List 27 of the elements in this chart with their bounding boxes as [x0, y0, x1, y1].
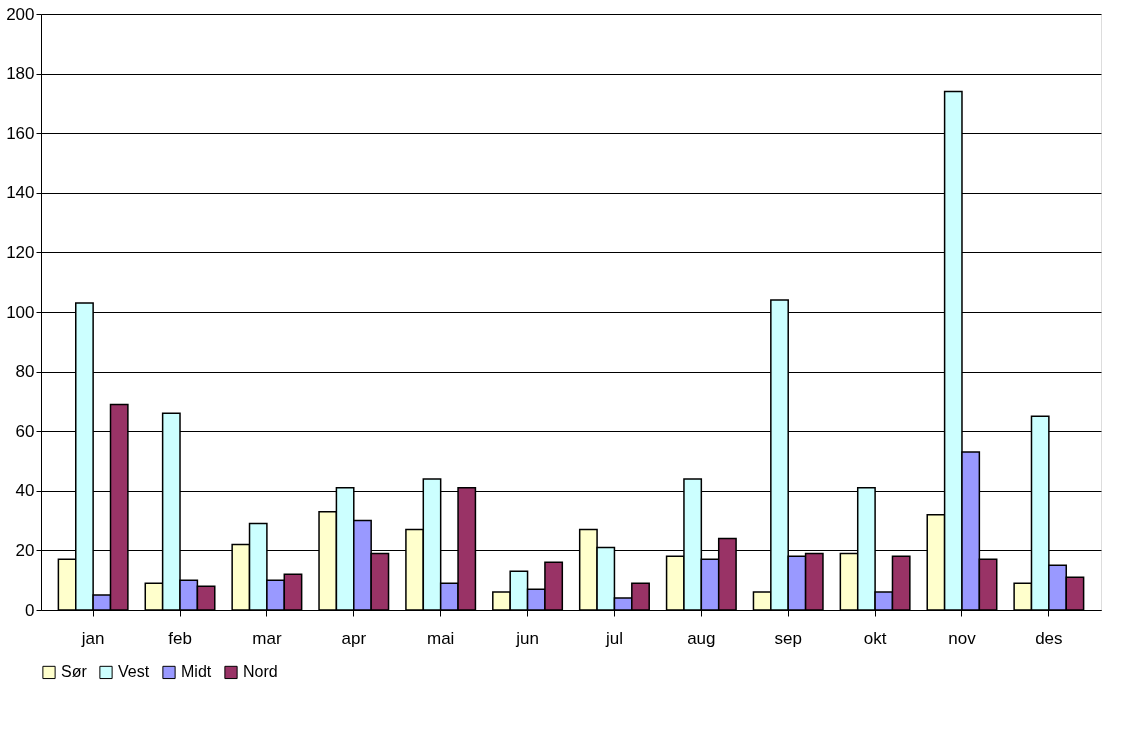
- x-tick-label: nov: [948, 628, 977, 648]
- y-tick-label: 140: [6, 183, 35, 203]
- y-tick-label: 200: [6, 4, 35, 24]
- x-tick-label: sep: [774, 628, 802, 648]
- x-tick-label: apr: [341, 628, 367, 648]
- y-tick-label: 0: [25, 600, 35, 620]
- y-tick-label: 160: [6, 123, 35, 143]
- x-tick-label: mar: [252, 628, 282, 648]
- y-tick-label: 100: [6, 302, 35, 322]
- x-tick-label: jan: [80, 628, 105, 648]
- x-tick-label: jul: [604, 628, 623, 648]
- y-tick-label: 80: [15, 362, 35, 382]
- legend-label: Sør: [61, 663, 88, 681]
- legend-label: Nord: [243, 663, 278, 681]
- x-tick-label: des: [1035, 628, 1063, 648]
- x-tick-label: jun: [515, 628, 539, 648]
- y-tick-label: 180: [6, 64, 35, 84]
- x-tick-label: okt: [863, 628, 887, 648]
- legend-label: Vest: [118, 663, 150, 681]
- x-tick-label: feb: [168, 628, 192, 648]
- y-tick-label: 40: [15, 481, 35, 501]
- y-tick-label: 20: [15, 540, 35, 560]
- y-tick-label: 120: [6, 242, 35, 262]
- y-tick-label: 60: [15, 421, 35, 441]
- x-tick-label: mai: [426, 628, 455, 648]
- x-tick-label: aug: [687, 628, 716, 648]
- legend-label: Midt: [181, 663, 212, 681]
